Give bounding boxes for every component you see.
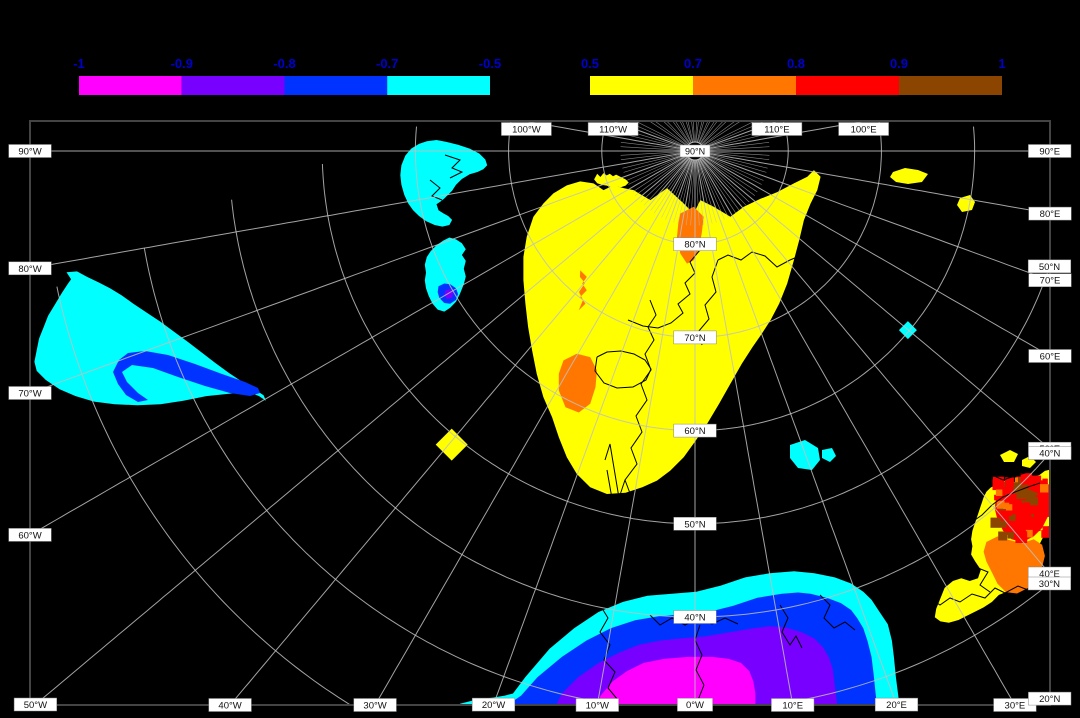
svg-text:-1: -1 <box>73 56 85 71</box>
svg-text:60°E: 60°E <box>1040 352 1061 363</box>
svg-text:-0.7: -0.7 <box>376 56 398 71</box>
svg-text:100°W: 100°W <box>512 125 541 136</box>
svg-text:20°N: 20°N <box>1039 694 1060 705</box>
svg-text:40°W: 40°W <box>218 701 241 712</box>
svg-text:40°N: 40°N <box>684 613 705 624</box>
svg-text:80°N: 80°N <box>684 240 705 251</box>
svg-text:20°W: 20°W <box>482 700 505 711</box>
svg-text:1: 1 <box>998 56 1005 71</box>
svg-text:30°N: 30°N <box>1039 579 1060 590</box>
svg-text:30°W: 30°W <box>363 701 386 712</box>
svg-text:90°W: 90°W <box>18 147 41 158</box>
svg-text:10°E: 10°E <box>782 701 803 712</box>
svg-text:50°N: 50°N <box>684 519 705 530</box>
svg-text:0.5: 0.5 <box>581 56 599 71</box>
svg-text:90°E: 90°E <box>1039 147 1060 158</box>
svg-text:80°E: 80°E <box>1040 209 1061 220</box>
svg-text:30°E: 30°E <box>1005 701 1026 712</box>
svg-text:70°W: 70°W <box>18 389 41 400</box>
svg-text:40°N: 40°N <box>1039 449 1060 460</box>
svg-text:0.9: 0.9 <box>890 56 908 71</box>
svg-text:60°N: 60°N <box>684 426 705 437</box>
svg-text:50°W: 50°W <box>24 700 47 711</box>
svg-text:-0.5: -0.5 <box>479 56 501 71</box>
svg-text:100°E: 100°E <box>851 125 877 136</box>
svg-text:10°W: 10°W <box>586 701 609 712</box>
svg-text:70°E: 70°E <box>1040 276 1061 287</box>
svg-text:110°E: 110°E <box>764 125 789 136</box>
svg-text:-0.9: -0.9 <box>171 56 193 71</box>
svg-text:60°W: 60°W <box>18 530 41 541</box>
svg-text:80°W: 80°W <box>18 264 41 275</box>
svg-text:110°W: 110°W <box>599 125 627 136</box>
svg-text:0°W: 0°W <box>686 700 704 711</box>
svg-text:20°E: 20°E <box>886 700 907 711</box>
svg-text:-0.8: -0.8 <box>273 56 295 71</box>
svg-text:50°N: 50°N <box>1039 262 1060 273</box>
svg-text:0.8: 0.8 <box>787 56 805 71</box>
svg-text:90°N: 90°N <box>685 146 705 156</box>
svg-text:0.7: 0.7 <box>684 56 702 71</box>
svg-text:70°N: 70°N <box>684 333 705 344</box>
